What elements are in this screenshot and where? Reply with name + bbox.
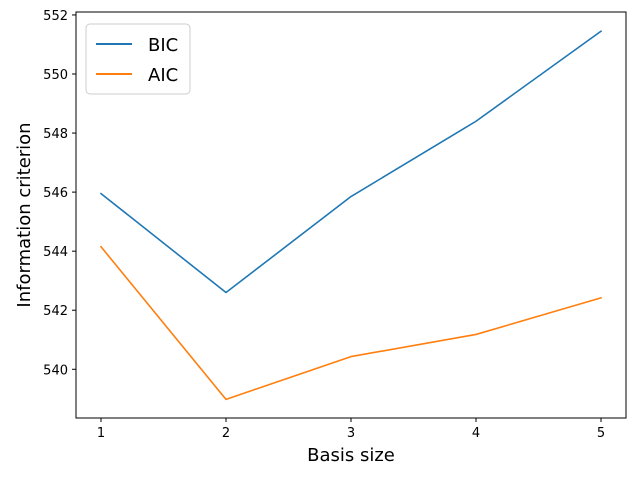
y-tick-label: 542	[43, 304, 68, 319]
x-tick-label: 2	[222, 426, 230, 441]
x-tick-label: 5	[597, 426, 605, 441]
legend-box	[85, 23, 191, 95]
legend-label-bic: BIC	[148, 35, 178, 56]
y-axis-label: Information criterion	[14, 122, 35, 307]
y-tick-label: 540	[43, 363, 68, 378]
x-axis-ticks: 1 2 3 4 5	[97, 418, 605, 441]
legend: BIC AIC	[85, 23, 191, 95]
y-axis-ticks: 540 542 544 546 548 550 552	[43, 9, 76, 378]
y-tick-label: 546	[43, 186, 68, 201]
y-tick-label: 552	[43, 9, 68, 24]
y-tick-label: 548	[43, 127, 68, 142]
x-axis-label: Basis size	[307, 445, 395, 466]
legend-label-aic: AIC	[148, 65, 178, 86]
x-tick-label: 1	[97, 426, 105, 441]
x-tick-label: 4	[472, 426, 480, 441]
y-tick-label: 544	[43, 245, 68, 260]
y-tick-label: 550	[43, 68, 68, 83]
series-layer	[99, 30, 603, 401]
x-tick-label: 3	[347, 426, 355, 441]
